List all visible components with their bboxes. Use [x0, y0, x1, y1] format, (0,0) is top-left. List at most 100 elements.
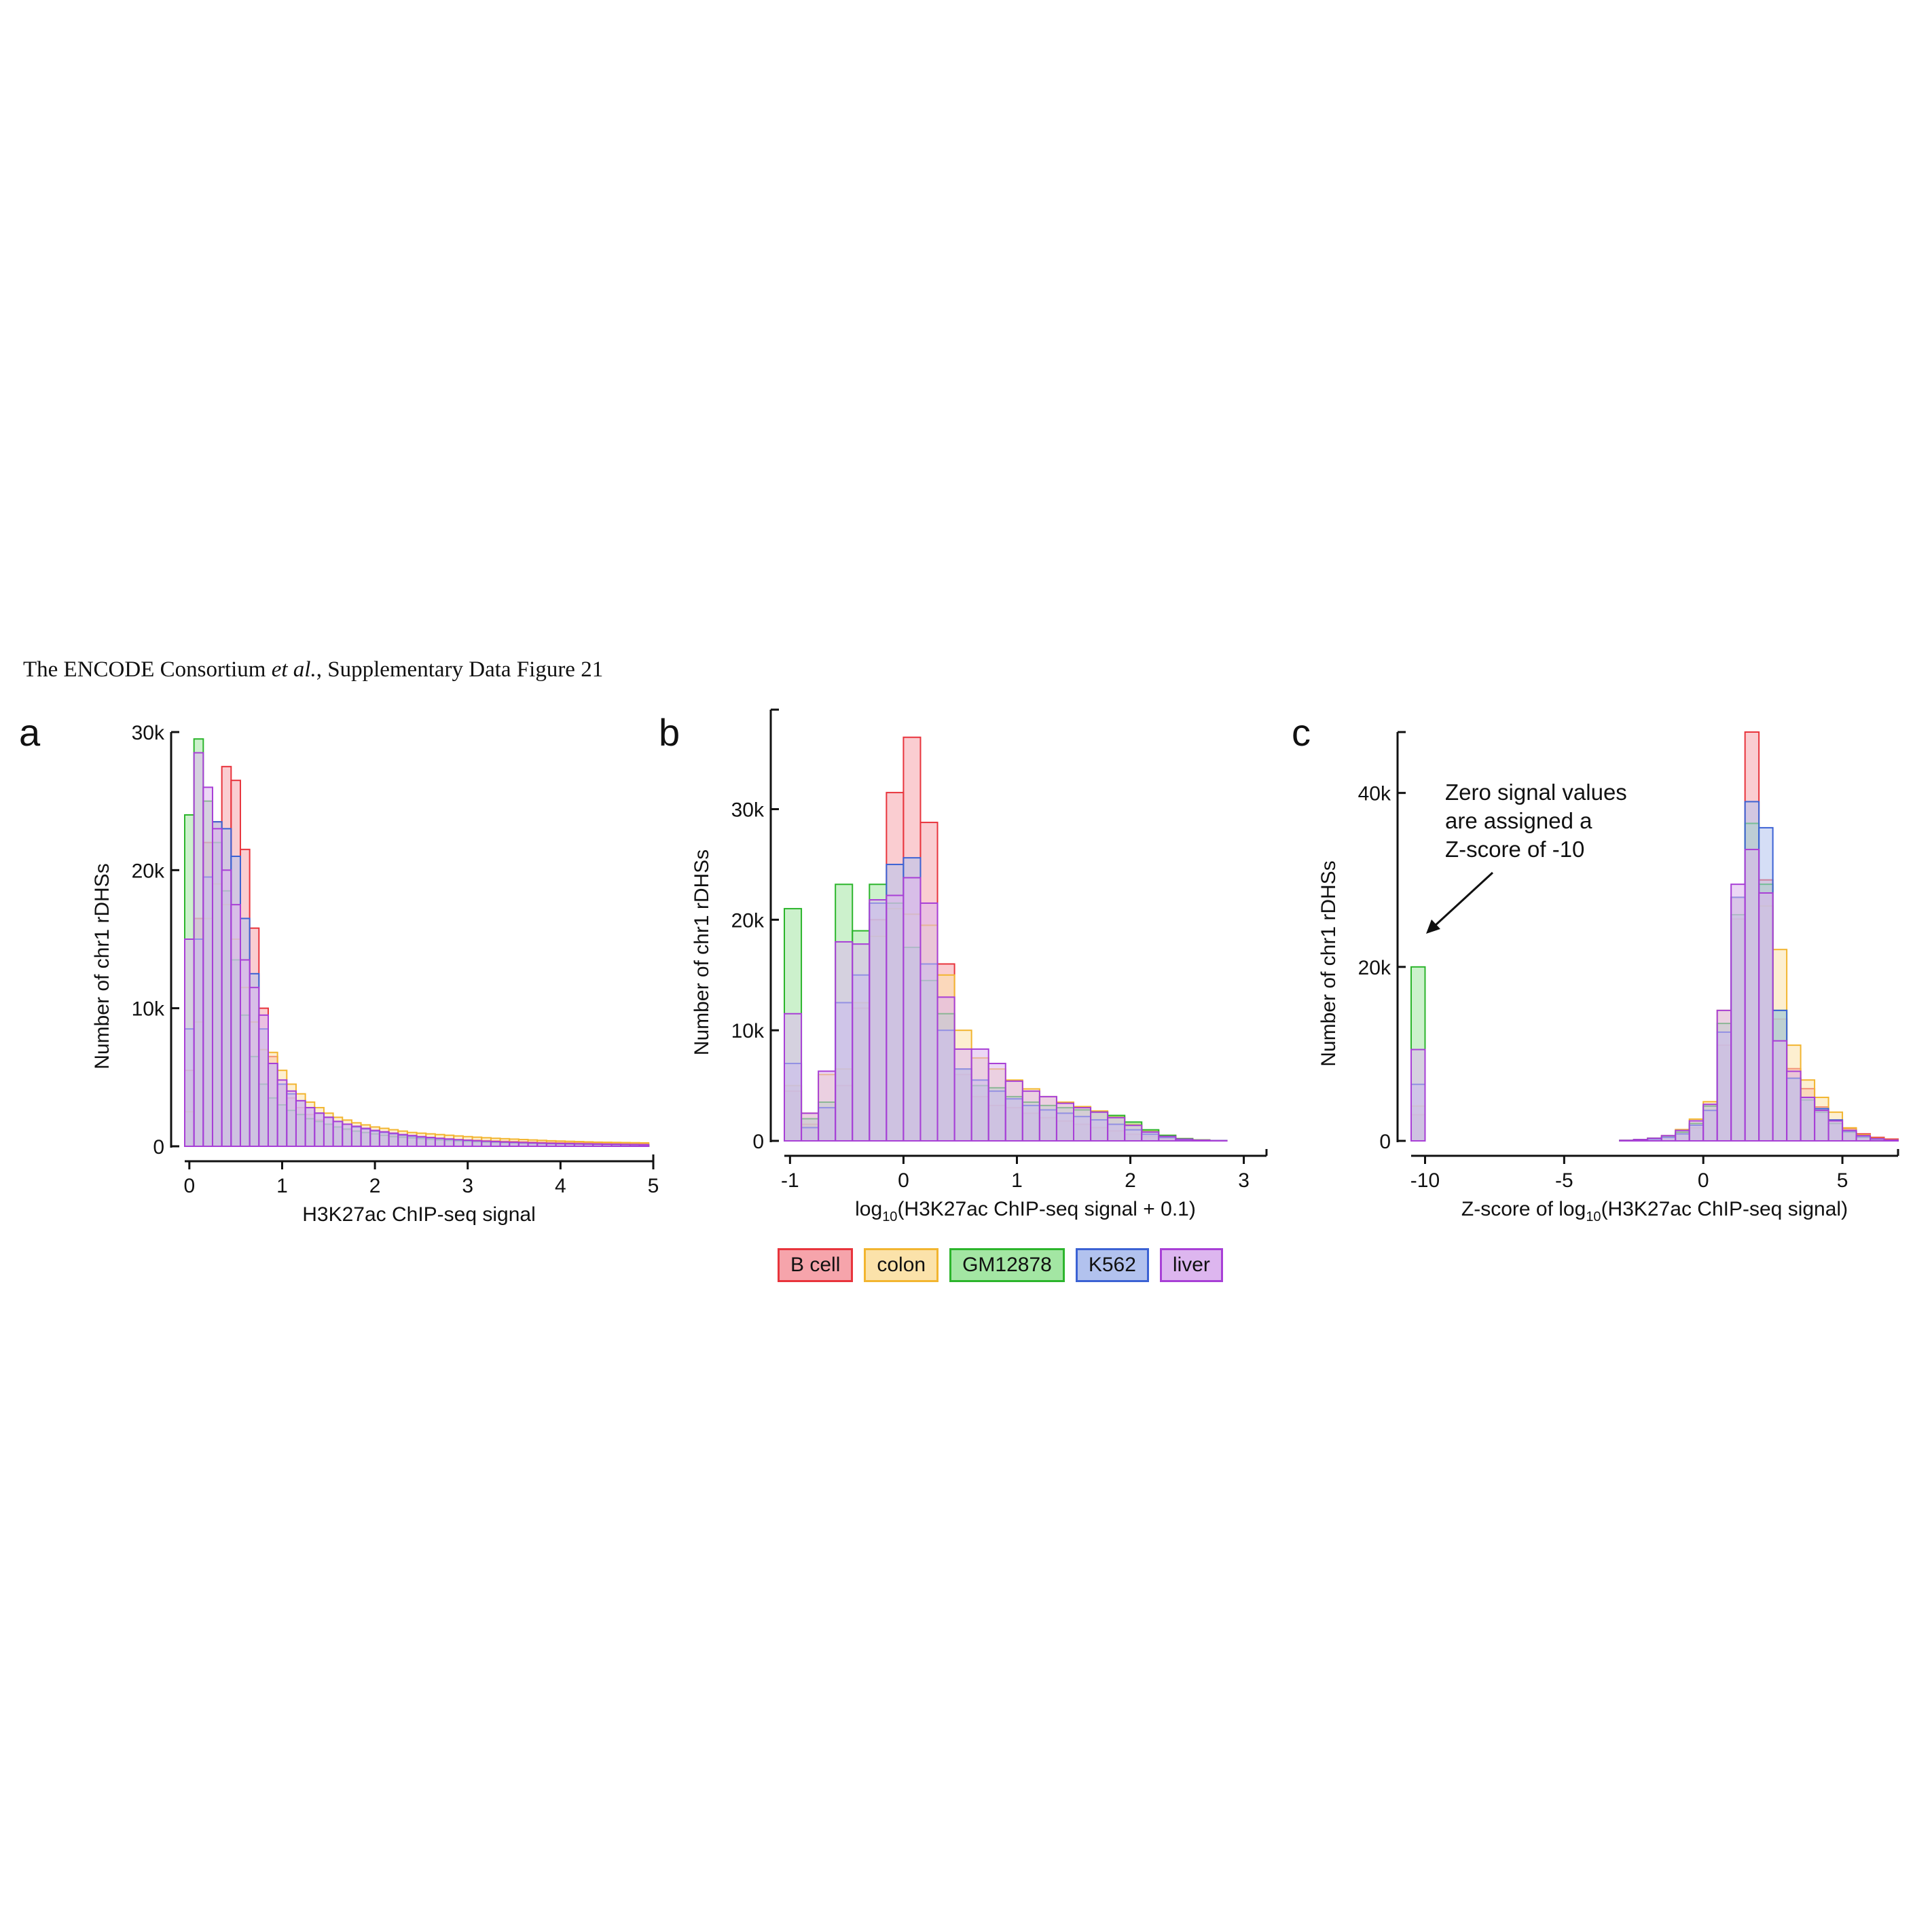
histogram-bar	[202, 786, 213, 1148]
histogram-bar	[583, 1143, 594, 1148]
histogram-bar	[1175, 1138, 1194, 1142]
histogram-bar	[350, 1125, 362, 1148]
header-italic: et al.	[271, 657, 316, 682]
histogram-bar	[286, 1090, 297, 1147]
histogram-bar	[601, 1143, 613, 1147]
x-axis-label: H3K27ac ChIP-seq signal	[302, 1203, 536, 1226]
histogram-bar	[610, 1144, 622, 1147]
x-axis-label-subscript: 10	[882, 1209, 897, 1224]
histogram-bar	[388, 1132, 399, 1148]
histogram-bar	[1660, 1135, 1677, 1142]
histogram-bar	[369, 1129, 380, 1148]
y-tick-label: 40k	[1358, 783, 1391, 805]
histogram-bar	[638, 1144, 650, 1147]
y-axis-label: Number of chr1 rDHSs	[691, 850, 713, 1055]
histogram-bar	[1842, 1129, 1857, 1142]
histogram-bar	[592, 1143, 603, 1148]
x-tick-label: -10	[1410, 1169, 1440, 1192]
histogram-bar	[886, 894, 905, 1142]
series-liver	[184, 752, 650, 1148]
legend-item-gm12878: GM12878	[949, 1248, 1065, 1282]
y-tick-label: 20k	[132, 860, 165, 882]
histogram-bar	[276, 1079, 288, 1148]
histogram-bar	[249, 987, 260, 1147]
x-tick-label: 4	[555, 1175, 566, 1197]
x-tick-label: 3	[1238, 1169, 1250, 1192]
histogram-bar	[1158, 1135, 1177, 1142]
x-tick-label: -5	[1555, 1169, 1573, 1192]
histogram-bar	[314, 1112, 325, 1147]
figure-header: The ENCODE Consortium et al., Supplement…	[23, 657, 603, 682]
panel-letter: b	[659, 711, 680, 754]
y-tick-label: 20k	[731, 909, 765, 932]
histogram-bar	[509, 1142, 520, 1148]
histogram-bar	[1090, 1111, 1109, 1142]
y-tick-label: 10k	[731, 1020, 765, 1042]
annotation-arrow-line	[1433, 871, 1494, 928]
histogram-bar	[1814, 1110, 1829, 1142]
histogram-bar	[620, 1144, 631, 1148]
histogram-bar	[953, 1048, 972, 1142]
histogram-bar	[835, 941, 854, 1142]
series-liver	[1410, 848, 1899, 1142]
panel-a: 0 10k 20k 30k 0 1 2 3 4 5 H3K27ac ChIP-seq signal N…	[19, 711, 659, 1226]
histogram-bar	[360, 1127, 371, 1147]
x-tick-label: 5	[648, 1175, 659, 1197]
histogram-bar	[987, 1063, 1006, 1142]
histogram-bar	[1688, 1120, 1705, 1142]
x-tick-label: 0	[183, 1175, 195, 1197]
y-axis-label: Number of chr1 rDHSs	[1317, 860, 1340, 1066]
series-gm12878	[1410, 822, 1899, 1142]
x-tick-label: 0	[898, 1169, 909, 1192]
histogram-bar	[332, 1120, 344, 1148]
histogram-bar	[481, 1140, 492, 1148]
annotation-text: are assigned a	[1445, 808, 1592, 833]
histogram-bar	[1870, 1137, 1885, 1142]
histogram-bar	[1055, 1102, 1074, 1142]
y-tick-label: 10k	[132, 998, 165, 1021]
y-tick-label: 30k	[132, 722, 165, 744]
legend-item-colon: colon	[864, 1248, 939, 1282]
panel-letter: a	[19, 711, 41, 754]
x-axis-label: log10(H3K27ac ChIP-seq signal + 0.1)	[855, 1198, 1196, 1224]
histogram-bar	[1855, 1135, 1872, 1142]
x-tick-label: 3	[462, 1175, 473, 1197]
histogram-bar	[784, 1013, 803, 1142]
histogram-bar	[434, 1137, 445, 1147]
histogram-bar	[852, 943, 871, 1142]
histogram-bar	[304, 1107, 316, 1147]
histogram-bar	[1107, 1116, 1126, 1142]
histogram-bar	[1124, 1125, 1143, 1142]
histogram-bar	[903, 877, 922, 1142]
histogram-bar	[1702, 1104, 1718, 1142]
histogram-bar	[1675, 1129, 1690, 1142]
x-tick-label: 1	[1011, 1169, 1023, 1192]
y-axis-label: Number of chr1 rDHSs	[91, 863, 113, 1069]
histogram-bar	[1192, 1140, 1211, 1142]
histogram-bar	[295, 1099, 306, 1148]
histogram-bar	[1883, 1139, 1899, 1142]
annotation-text: Zero signal values	[1445, 780, 1627, 805]
histogram-bar	[564, 1143, 575, 1148]
histogram-bar	[545, 1142, 557, 1147]
histogram-bar	[527, 1142, 539, 1147]
histogram-bar	[490, 1141, 501, 1148]
annotation-text: Z-score of -10	[1445, 837, 1584, 862]
histogram-bar	[462, 1140, 473, 1148]
histogram-bar	[499, 1141, 511, 1147]
x-tick-label: 2	[369, 1175, 381, 1197]
histogram-bar	[970, 1048, 989, 1142]
histogram-bar	[258, 1014, 269, 1148]
histogram-bar	[1744, 848, 1760, 1142]
histogram-bar	[801, 1112, 820, 1142]
histogram-bar	[267, 1063, 278, 1147]
histogram-bar	[573, 1143, 585, 1147]
series-liver	[784, 877, 1228, 1142]
x-axis-label-subscript: 10	[1586, 1209, 1601, 1224]
histogram-bar	[416, 1135, 427, 1148]
histogram-bar	[1786, 1070, 1802, 1142]
x-axis-label-part: Z-score of log	[1461, 1198, 1586, 1220]
x-axis-label-part: log	[855, 1198, 882, 1220]
histogram-bar	[230, 904, 241, 1147]
